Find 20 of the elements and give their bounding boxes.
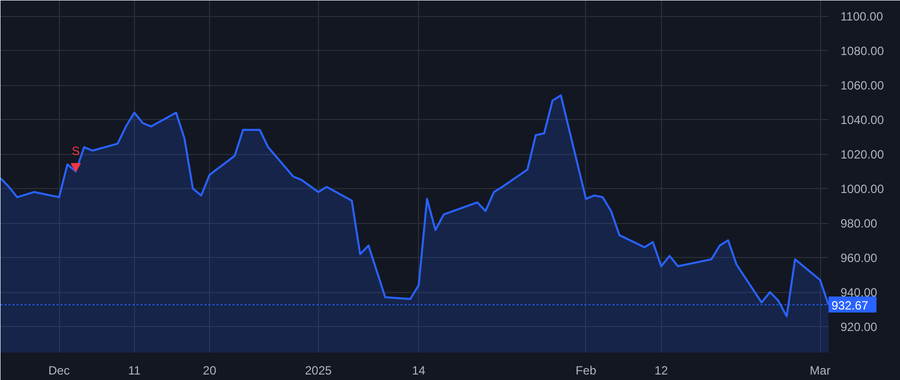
x-tick-label: 2025 <box>304 364 332 378</box>
y-tick-label: 960.00 <box>840 251 878 266</box>
y-tick-label: 980.00 <box>840 216 878 231</box>
x-tick-label: 20 <box>202 364 217 378</box>
y-tick-label: 1020.00 <box>840 148 884 162</box>
x-tick-label: 11 <box>128 364 141 378</box>
x-tick-label: Dec <box>48 364 70 378</box>
y-tick-label: 1060.00 <box>840 78 884 93</box>
ref-line-label: 932.67 <box>832 298 869 312</box>
y-tick-label: 920.00 <box>840 320 878 334</box>
x-tick-label: 12 <box>654 364 668 378</box>
x-tick-label: 14 <box>412 364 426 378</box>
y-tick-label: 1040.00 <box>840 113 884 128</box>
annotation: S <box>72 144 80 158</box>
x-tick-label: Feb <box>576 364 597 378</box>
y-tick-label: 1000.00 <box>840 182 884 196</box>
y-tick-label: 940.00 <box>840 286 878 300</box>
x-tick-label: Mar <box>810 364 830 378</box>
y-tick-label: 1100.00 <box>840 10 884 24</box>
y-tick-label: 1080.00 <box>840 44 884 58</box>
